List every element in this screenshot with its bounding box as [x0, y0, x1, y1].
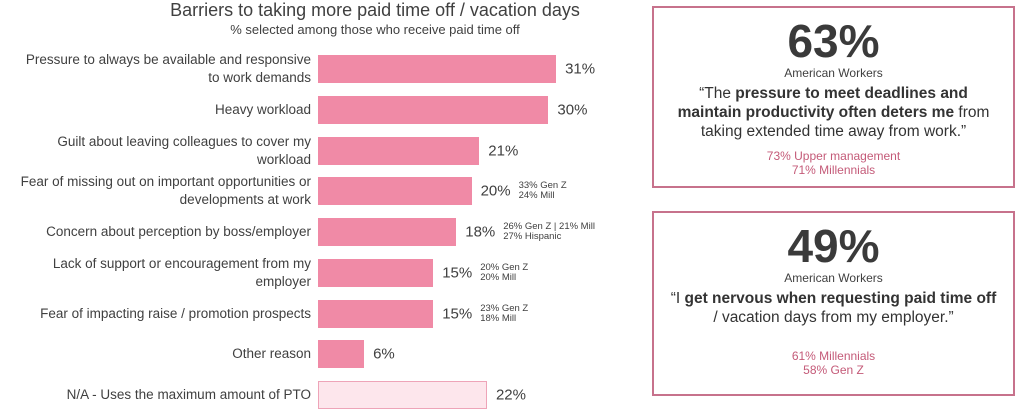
- detail-line: 71% Millennials: [791, 163, 876, 177]
- quote-segment: “The: [699, 85, 736, 102]
- details: 73% Upper management 71% Millennials: [654, 149, 1013, 177]
- value-label: 30%: [557, 101, 588, 119]
- callout-card: 63% American Workers “The pressure to meet…: [652, 6, 1015, 188]
- quote-segment: from taking extended time away from work…: [700, 104, 990, 140]
- note-line: 27% Hispanic: [503, 231, 562, 242]
- quote: “The pressure to meet deadlines and main…: [668, 84, 999, 141]
- y-tick-label: Other reason: [232, 346, 311, 362]
- value-label: 6%: [373, 345, 395, 363]
- quote-segment: pressure to meet deadlines and maintain …: [677, 85, 968, 121]
- chart-subtitle: % selected among those who receive paid …: [230, 22, 520, 37]
- bar: [318, 177, 472, 206]
- quote: “I get nervous when requesting paid time…: [668, 289, 999, 327]
- note-line: 26% Gen Z | 21% Mill: [503, 221, 595, 232]
- bar-note: 23% Gen Z 18% Mill: [480, 302, 529, 324]
- bar: [318, 258, 434, 287]
- y-tick-label: Fear of impacting raise / promotion pros…: [40, 305, 311, 321]
- bar: [318, 136, 480, 165]
- bar: [318, 340, 365, 369]
- y-tick-label: Lack of support or encouragement from my…: [52, 255, 311, 289]
- quote-segment: / vacation days from my employer.”: [713, 309, 954, 326]
- callout-card: 49% American Workers “I get nervous when r…: [652, 211, 1015, 396]
- note-line: 33% Gen Z: [518, 180, 567, 192]
- note-line: 20% Gen Z: [480, 261, 529, 273]
- value-label: 22%: [495, 386, 526, 404]
- y-tick-label: Pressure to always be available and resp…: [25, 52, 311, 85]
- detail-line: 58% Gen Z: [803, 363, 864, 377]
- note-line: 23% Gen Z: [480, 302, 529, 314]
- value-label: 15%: [442, 305, 473, 322]
- stat: 63%: [787, 15, 880, 67]
- note-line: 20% Mill: [480, 271, 517, 283]
- detail-line: 61% Millennials: [791, 349, 876, 363]
- value-label: 18%: [465, 223, 496, 241]
- quote-segment: get nervous when requesting paid time of…: [684, 290, 997, 307]
- bar: [318, 218, 457, 246]
- y-tick-label: N/A - Uses the maximum amount of PTO: [66, 387, 311, 402]
- y-tick-label: Heavy workload: [214, 101, 311, 117]
- bar: [318, 381, 487, 409]
- y-tick-label: Concern about perception by boss/employe…: [46, 224, 311, 239]
- note-line: 24% Mill: [518, 190, 555, 202]
- bar-note: 33% Gen Z 24% Mill: [519, 181, 567, 201]
- y-tick-label: Guilt about leaving colleagues to cover …: [57, 133, 311, 167]
- bar: [318, 299, 434, 328]
- y-tick-label: Fear of missing out on important opportu…: [20, 174, 311, 208]
- value-label: 20%: [480, 182, 511, 200]
- bar: [318, 95, 549, 124]
- bar: [318, 55, 557, 83]
- stat: 49%: [787, 220, 880, 272]
- quote-segment: “I: [670, 290, 685, 307]
- value-label: 15%: [442, 264, 473, 282]
- value-label: 31%: [565, 60, 596, 78]
- value-label: 21%: [488, 142, 519, 159]
- chart-title: Barriers to taking more paid time off / …: [170, 0, 580, 20]
- bar-note: 26% Gen Z | 21% Mill 27% Hispanic: [503, 222, 595, 242]
- bar-note: 20% Gen Z 20% Mill: [480, 261, 529, 283]
- detail-line: 73% Upper management: [766, 149, 901, 163]
- stat-label: American Workers: [784, 271, 883, 285]
- note-line: 18% Mill: [480, 312, 517, 324]
- stat-label: American Workers: [784, 66, 883, 80]
- details: 61% Millennials 58% Gen Z: [654, 349, 1013, 377]
